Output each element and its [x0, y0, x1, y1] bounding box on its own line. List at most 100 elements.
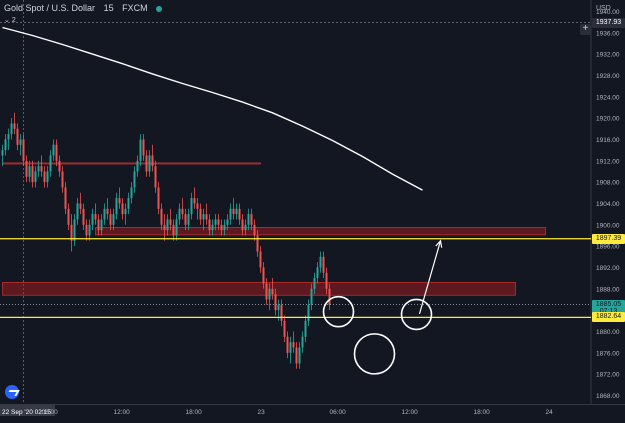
x-tick-label: 22 Sep '20 02:15	[2, 409, 51, 416]
y-tick-label: 1920.00	[596, 116, 620, 123]
y-tick-label: 1876.00	[596, 350, 620, 357]
candle-body	[208, 219, 211, 231]
annotation-circle	[353, 333, 396, 375]
candle-body	[184, 214, 187, 225]
moving-average-line	[2, 26, 423, 191]
candle-body	[325, 272, 328, 289]
y-tick-label: 1932.00	[596, 52, 620, 59]
candle-body	[295, 347, 298, 364]
x-tick-label: 06:00	[330, 409, 347, 416]
candle-body	[55, 144, 58, 161]
candle-body	[22, 139, 25, 161]
candle-body	[103, 208, 106, 220]
candle-body	[34, 171, 37, 183]
y-tick-label: 1880.00	[596, 329, 620, 336]
candle-body	[298, 347, 301, 364]
y-tick-label: 1912.00	[596, 158, 620, 165]
candle-body	[151, 155, 154, 167]
candle-body	[193, 198, 196, 204]
candle-body	[25, 160, 28, 177]
y-tick-label: 1940.00	[596, 9, 620, 16]
candle-body	[97, 219, 100, 231]
candle-body	[16, 128, 19, 145]
y-tick-label: 1908.00	[596, 180, 620, 187]
collapse-indicators-button[interactable]: ⌄ 2	[4, 17, 16, 24]
candle-body	[280, 304, 283, 321]
candle-body	[217, 219, 220, 225]
candle-body	[133, 171, 136, 188]
price-axis	[591, 0, 625, 423]
supply-demand-zone	[95, 227, 546, 236]
candle-body	[13, 123, 16, 129]
x-tick-label: 06:00	[42, 409, 59, 416]
candle-body	[37, 166, 40, 172]
candle-body	[292, 342, 295, 348]
supply-demand-zone	[2, 282, 516, 296]
candle-body	[85, 224, 88, 236]
symbol-header[interactable]: Gold Spot / U.S. Dollar 15 FXCM	[4, 3, 168, 13]
x-tick-label: 23	[258, 409, 266, 416]
candle-body	[40, 166, 43, 172]
candle-body	[10, 123, 13, 135]
candle-body	[157, 187, 160, 209]
y-tick-label: 1928.00	[596, 73, 620, 80]
y-tick-label: 1904.00	[596, 201, 620, 208]
candle-body	[136, 160, 139, 172]
price-tag: 1885.05	[592, 299, 625, 310]
candle-body	[256, 235, 259, 252]
candle-body	[268, 288, 271, 300]
market-status-icon	[156, 5, 163, 12]
candle-body	[301, 336, 304, 348]
candle-body	[304, 320, 307, 337]
candle-body	[226, 219, 229, 225]
candle-body	[283, 320, 286, 337]
candle-body	[127, 198, 130, 209]
candle-body	[220, 224, 223, 231]
candle-body	[100, 219, 103, 231]
candle-body	[241, 219, 244, 231]
candle-body	[19, 139, 22, 145]
symbol-name: Gold Spot / U.S. Dollar	[4, 3, 96, 13]
candle-body	[64, 187, 67, 209]
candle-body	[247, 214, 250, 225]
candle-body	[139, 139, 142, 161]
candle-body	[160, 208, 163, 225]
y-tick-label: 1924.00	[596, 94, 620, 101]
candle-body	[82, 208, 85, 225]
annotation-circle	[400, 298, 433, 331]
candle-body	[154, 166, 157, 188]
price-tag: 07:13	[592, 306, 625, 317]
candle-body	[121, 203, 124, 215]
candle-body	[265, 283, 268, 300]
price-tag: 1882.64	[592, 312, 625, 323]
y-tick-label: 1872.00	[596, 372, 620, 379]
candle-body	[274, 294, 277, 311]
candle-body	[181, 208, 184, 215]
candle-body	[175, 219, 178, 236]
candle-body	[118, 198, 121, 204]
tradingview-logo-icon[interactable]	[5, 385, 19, 399]
candle-body	[277, 304, 280, 311]
candle-body	[223, 224, 226, 231]
candle-body	[214, 219, 217, 225]
candle-body	[211, 224, 214, 231]
candle-body	[52, 144, 55, 156]
candle-body	[289, 342, 292, 353]
candle-body	[202, 214, 205, 220]
candle-body	[286, 336, 289, 353]
x-tick-label: 12:00	[114, 409, 131, 416]
candle-body	[94, 214, 97, 220]
add-alert-plus-icon[interactable]: +	[580, 24, 591, 35]
time-crosshair-tag	[0, 405, 55, 416]
candle-body	[229, 208, 232, 220]
candle-body	[145, 155, 148, 172]
x-tick-label: 18:00	[474, 409, 491, 416]
candle-body	[130, 187, 133, 199]
candle-body	[172, 224, 175, 236]
candle-body	[259, 251, 262, 268]
annotation-arrow	[418, 240, 442, 315]
price-tag: 1897.39	[592, 233, 625, 244]
candle-body	[307, 304, 310, 321]
